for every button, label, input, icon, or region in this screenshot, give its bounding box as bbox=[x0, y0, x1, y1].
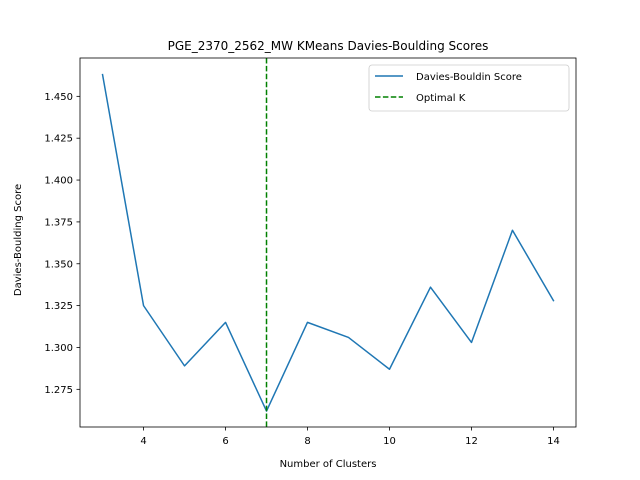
y-tick-label: 1.400 bbox=[44, 176, 73, 187]
y-tick-label: 1.275 bbox=[44, 385, 73, 396]
y-tick-label: 1.375 bbox=[44, 217, 73, 228]
y-tick-label: 1.425 bbox=[44, 134, 73, 145]
series-line-0 bbox=[101, 73, 555, 412]
y-tick-label: 1.300 bbox=[44, 343, 73, 354]
legend: Davies-Bouldin Score Optimal K bbox=[368, 64, 570, 112]
legend-label: Optimal K bbox=[416, 93, 466, 104]
x-axis-label: Number of Clusters bbox=[280, 459, 377, 470]
y-tick-label: 1.450 bbox=[44, 92, 73, 103]
x-tick-label: 12 bbox=[465, 436, 478, 447]
x-tick-label: 8 bbox=[304, 436, 310, 447]
plot-area bbox=[79, 57, 577, 428]
y-axis-label: Davies-Boulding Score bbox=[13, 184, 24, 296]
x-tick-label: 14 bbox=[547, 436, 560, 447]
x-tick-label: 4 bbox=[140, 436, 146, 447]
legend-label: Davies-Bouldin Score bbox=[416, 72, 522, 83]
y-tick-label: 1.325 bbox=[44, 301, 73, 312]
axis-ticks: 4 6 8 10 12 14 1.275 1.300 1.325 1.350 1.375 1.400 1… bbox=[44, 92, 559, 447]
y-tick-label: 1.350 bbox=[44, 259, 73, 270]
legend-box bbox=[368, 64, 570, 112]
chart-title: PGE_2370_2562_MW KMeans Davies-Boulding … bbox=[168, 39, 489, 53]
x-tick-label: 6 bbox=[222, 436, 228, 447]
x-tick-label: 10 bbox=[383, 436, 396, 447]
axes-frame bbox=[79, 57, 577, 428]
